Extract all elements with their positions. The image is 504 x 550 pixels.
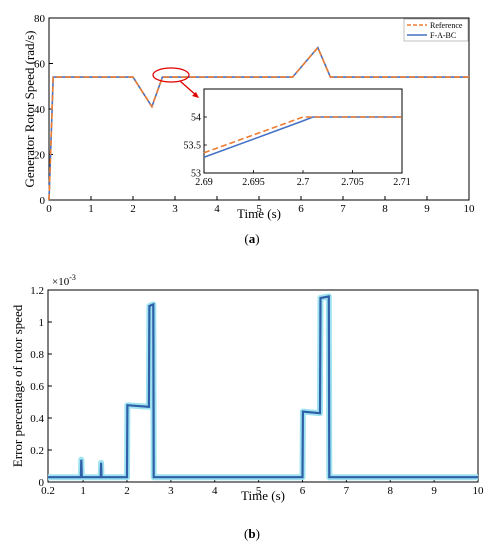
inset-y-tick-label: 53.5	[184, 141, 202, 152]
inset-lines	[203, 116, 402, 159]
y-tick-label: 0.6	[30, 381, 44, 393]
x-tick-label: 5	[256, 203, 262, 215]
legend-label-fabc: F-A-BC	[430, 31, 456, 40]
inset-x-ticks: 2.69 2.695 2.7 2.705 2.71	[195, 170, 411, 188]
inset-x-tick-label: 2.71	[393, 177, 411, 188]
y-tick-label: 0	[40, 195, 46, 207]
y-tick-label: 40	[34, 104, 46, 116]
plot-a-lines	[48, 46, 469, 201]
y-tick-label: 1	[39, 317, 45, 329]
plot-b-y-ticks: 0 0.2 0.4 0.6 0.8 1 1.2	[30, 285, 52, 489]
x-tick-label: 9	[431, 485, 437, 497]
zoom-highlight-ellipse	[152, 67, 190, 83]
y-tick-label: 0	[39, 477, 45, 489]
caption-a: (a)	[244, 231, 259, 246]
plot-a-x-label: Time (s)	[237, 206, 281, 221]
x-tick-label: 6	[298, 203, 304, 215]
inset-y-tick-label: 54	[191, 113, 201, 124]
panel-b: 0.2 1 2 3 4 5 6 7 8 9 10 00.20.40.60.811.2 ×10-3 T…	[10, 273, 484, 541]
plot-a-y-label: Generator Rotor Speed (rad/s)	[22, 30, 37, 187]
x-tick-label: 7	[340, 203, 346, 215]
plot-b-x-label: Time (s)	[241, 488, 285, 503]
y-tick-label: 60	[34, 59, 46, 71]
x-tick-label: 10	[464, 203, 476, 215]
x-tick-label: 10	[473, 485, 485, 497]
plot-b-y-multiplier: ×10-3	[52, 273, 76, 288]
plot-b-frame	[47, 289, 479, 483]
x-tick-label: 4	[212, 485, 218, 497]
y-multiplier-exp: -3	[69, 273, 76, 282]
y-tick-label: 20	[34, 150, 46, 162]
inset-x-tick-label: 2.695	[242, 177, 265, 188]
y-tick-label: 0.4	[30, 413, 44, 425]
x-tick-label: 7	[344, 485, 350, 497]
inset-y-ticks: 53 53.5 54	[184, 113, 207, 180]
x-tick-label: 5	[256, 485, 262, 497]
inset-plot: 2.69 2.695 2.7 2.705 2.71 53 53.5 54	[184, 88, 411, 188]
plot-b-y-label: Error percentage of rotor speed	[10, 304, 25, 467]
x-tick-label: 1	[80, 485, 86, 497]
inset-line-f-a-bc	[203, 116, 402, 159]
plot-b-lines	[48, 293, 478, 481]
y-tick-label: 0.2	[30, 445, 44, 457]
caption-a-letter: a	[249, 231, 256, 246]
x-tick-label: 9	[424, 203, 430, 215]
inset-x-tick-label: 2.69	[195, 177, 213, 188]
caption-b-letter: b	[248, 526, 255, 541]
zoom-arrow-head	[192, 92, 199, 98]
series-line-reference	[48, 46, 469, 201]
x-tick-label: 4	[214, 203, 220, 215]
x-tick-label: 3	[172, 203, 178, 215]
zoom-arrow	[179, 80, 198, 97]
inset-y-tick-label: 53	[191, 169, 201, 180]
panel-a: 0 1 2 3 4 5 6 7 8 9 10 0 20 40 60 80 2.69 2.695 2.7 2.705…	[22, 13, 475, 246]
x-tick-label: 6	[300, 485, 306, 497]
x-tick-label: 8	[387, 485, 393, 497]
y-multiplier-base: ×10	[52, 276, 70, 288]
inset-line-reference	[203, 116, 402, 154]
x-tick-label: 8	[382, 203, 388, 215]
plot-a-x-ticks: 0 1 2 3 4 5 6 7 8 9 10	[46, 196, 475, 215]
y-tick-label: 80	[34, 13, 46, 25]
y-tick-label: 1.2	[30, 285, 44, 297]
legend-label-reference: Reference	[430, 21, 463, 30]
inset-frame	[203, 88, 403, 174]
x-tick-label: 1	[88, 203, 94, 215]
error-series-line	[48, 295, 478, 479]
x-tick-label: 2	[124, 485, 130, 497]
caption-b: (b)	[244, 526, 260, 541]
legend: Reference F-A-BC	[403, 18, 469, 42]
inset-x-tick-label: 2.7	[297, 177, 310, 188]
x-tick-label: 3	[168, 485, 174, 497]
y-tick-label: 0.8	[30, 349, 44, 361]
x-tick-label: 0	[46, 203, 52, 215]
x-tick-label: 2	[130, 203, 136, 215]
inset-x-tick-label: 2.705	[341, 177, 364, 188]
x-tick-label: 0.2	[41, 485, 55, 497]
plot-a-y-ticks: 0 20 40 60 80	[34, 13, 53, 207]
